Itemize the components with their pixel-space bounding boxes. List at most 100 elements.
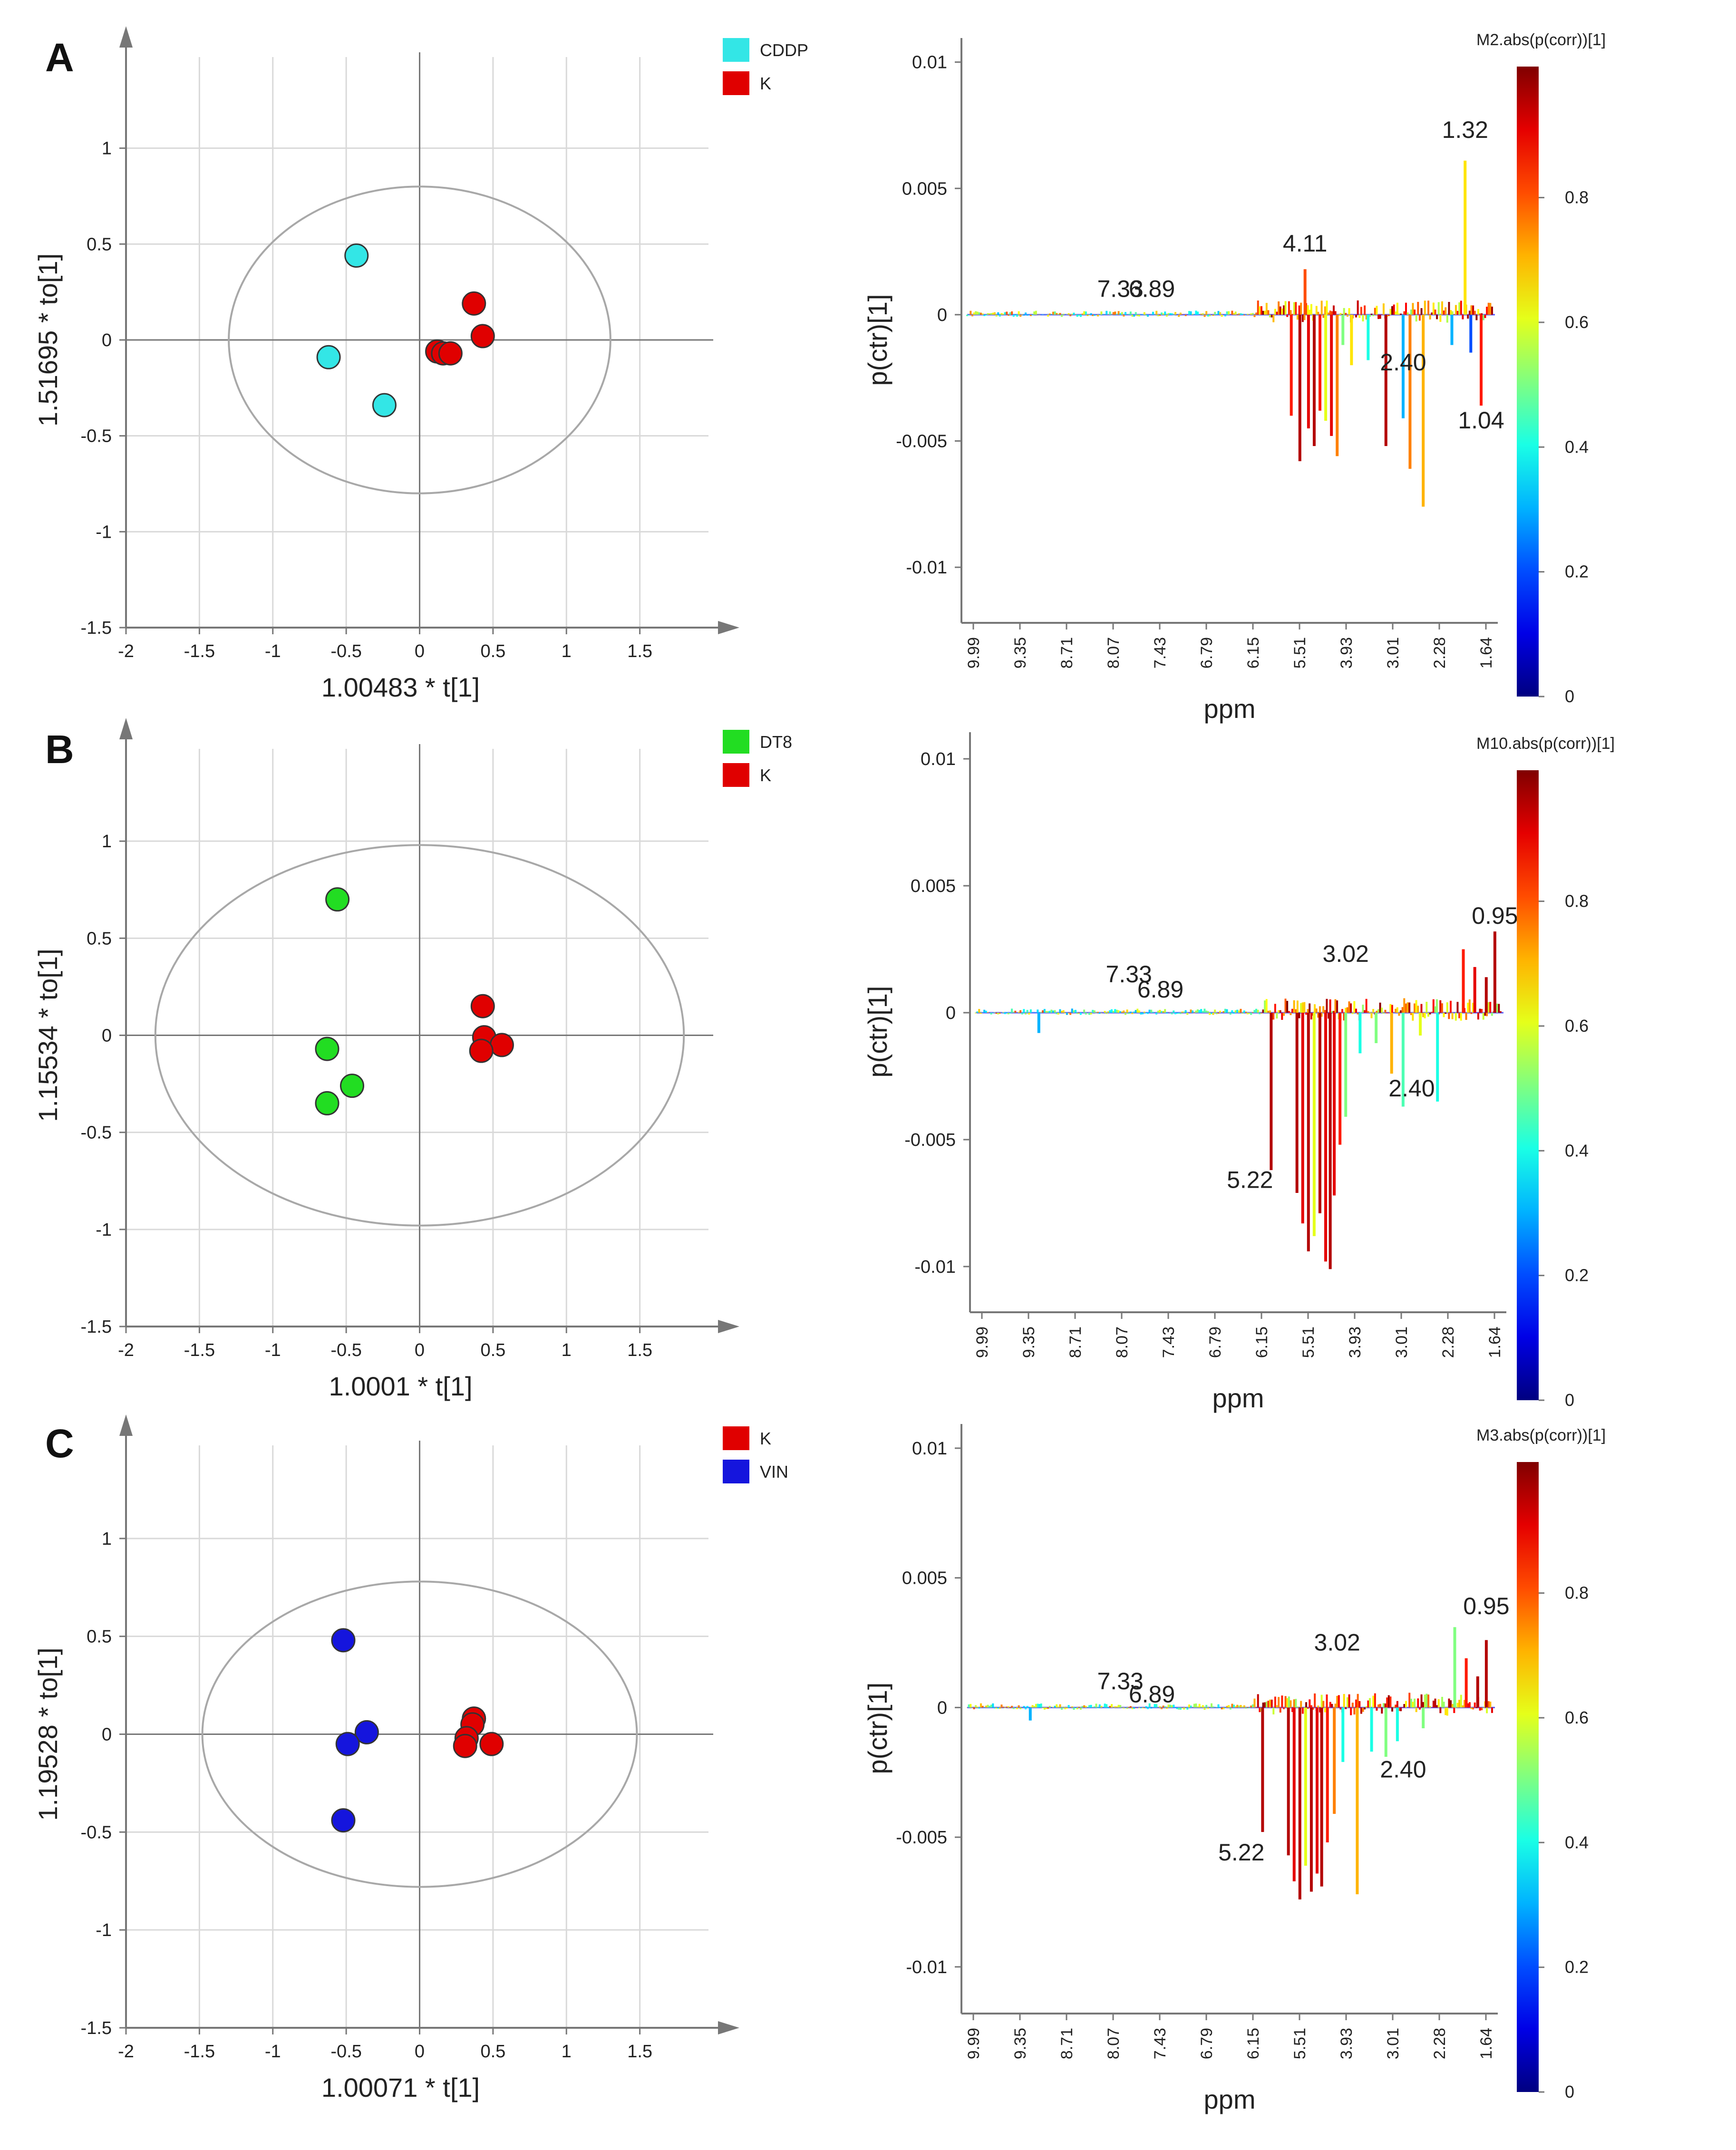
y-tick-label: -0.01 <box>906 1957 947 1977</box>
x-tick-label: 9.99 <box>965 637 983 668</box>
loading-plot-A: -0.01 -0.005 0 0.005 0.01 9.99 9.35 8.71 8.07 7.4… <box>863 31 1606 724</box>
peak-annotation: 5.22 <box>1227 1166 1273 1193</box>
x-axis-arrow <box>718 1320 739 1333</box>
confidence-ellipse <box>201 1580 638 1888</box>
x-tick-label: 1 <box>562 641 572 661</box>
y-tick-label: 0.5 <box>87 929 112 949</box>
x-tick-label: 5.51 <box>1300 1327 1318 1358</box>
y-tick-label: 0 <box>102 1026 112 1046</box>
colorbar-title: M10.abs(p(corr))[1] <box>1476 735 1615 753</box>
x-tick-label: 1.5 <box>627 641 652 661</box>
x-tick-label: 6.79 <box>1198 637 1216 668</box>
y-tick-label: -0.01 <box>906 558 947 578</box>
colorbar-tick-label: 0.6 <box>1565 1016 1589 1036</box>
x-tick-label: 3.01 <box>1384 637 1402 668</box>
data-point-cddp <box>372 393 397 417</box>
x-tick-label: -1.5 <box>184 2042 215 2062</box>
colorbar <box>1517 1462 1539 2092</box>
y-tick-label: -1 <box>96 1920 112 1940</box>
x-axis-title: ppm <box>1212 1383 1264 1413</box>
x-tick-label: 2.28 <box>1431 2028 1449 2059</box>
y-tick-label: -1.5 <box>81 1317 112 1337</box>
x-tick-label: -0.5 <box>330 2042 361 2062</box>
peak-annotation: 3.02 <box>1323 940 1369 967</box>
colorbar-tick-label: 0.8 <box>1565 891 1589 911</box>
x-tick-label: -1 <box>265 2042 281 2062</box>
peak-annotation: 3.02 <box>1314 1629 1360 1656</box>
x-tick-label: 6.15 <box>1253 1327 1271 1358</box>
x-tick-label: -2 <box>118 1340 134 1360</box>
legend-swatch-k <box>723 1426 749 1450</box>
y-tick-label: 0.5 <box>87 1627 112 1647</box>
y-tick-label: 0 <box>102 330 112 350</box>
y-tick-label: 0 <box>102 1725 112 1745</box>
colorbar <box>1517 67 1539 697</box>
y-tick-label: -0.005 <box>896 432 947 452</box>
peak-annotation: 2.40 <box>1380 349 1426 376</box>
x-tick-label: 6.15 <box>1244 2028 1262 2059</box>
x-tick-label: 0 <box>415 1340 425 1360</box>
data-point-vin <box>331 1808 356 1833</box>
score-plot-C: -2 -1.5 -1 -0.5 0 0.5 1 1.5 -1.5 -1 -0.5 0 0.5 1 1.000… <box>33 1414 788 2102</box>
colorbar-tick-label: 0 <box>1565 687 1574 706</box>
x-tick-label: 7.43 <box>1151 637 1169 668</box>
x-tick-label: 2.28 <box>1439 1327 1457 1358</box>
legend-swatch-dt8 <box>723 730 749 754</box>
data-point-k <box>470 994 495 1018</box>
colorbar-tick-label: 0 <box>1565 1390 1574 1410</box>
x-tick-label: 1.5 <box>627 1340 652 1360</box>
peak-annotation: 2.40 <box>1388 1075 1435 1102</box>
x-axis-arrow <box>718 621 739 634</box>
x-tick-label: 0.5 <box>480 1340 505 1360</box>
panel-label-a: A <box>45 35 74 80</box>
data-point-cddp <box>344 243 369 268</box>
x-tick-label: 2.28 <box>1431 637 1449 668</box>
score-plot-B: -2 -1.5 -1 -0.5 0 0.5 1 1.5 -1.5 -1 -0.5 0 0.5 1 1.000… <box>33 718 792 1401</box>
legend-swatch-k <box>723 763 749 787</box>
x-tick-label: 1.64 <box>1486 1327 1504 1358</box>
y-tick-label: 0.01 <box>912 53 947 73</box>
x-tick-label: 8.07 <box>1105 2028 1123 2059</box>
x-tick-label: 0 <box>415 641 425 661</box>
legend-swatch-cddp <box>723 38 749 62</box>
peak-annotation: 5.22 <box>1218 1839 1264 1866</box>
x-tick-label: 8.07 <box>1113 1327 1131 1358</box>
x-tick-label: 3.01 <box>1384 2028 1402 2059</box>
y-tick-label: 0 <box>937 305 947 325</box>
legend-label-vin: VIN <box>760 1462 788 1482</box>
peak-annotation: 1.04 <box>1458 407 1504 434</box>
x-tick-label: 1.5 <box>627 2042 652 2062</box>
y-axis-title: 1.15534 * to[1] <box>33 949 63 1122</box>
data-point-vin <box>354 1720 379 1744</box>
y-tick-label: -0.005 <box>904 1130 956 1150</box>
y-tick-label: -0.005 <box>896 1828 947 1848</box>
x-tick-label: 9.35 <box>1020 1327 1038 1358</box>
y-axis-title: p(ctr)[1] <box>863 294 892 386</box>
x-tick-label: 8.71 <box>1058 637 1076 668</box>
legend-label-k: K <box>760 1429 771 1448</box>
colorbar-tick-label: 0.4 <box>1565 1141 1589 1160</box>
colorbar-tick-label: 0.8 <box>1565 1583 1589 1603</box>
x-tick-label: 9.99 <box>965 2028 983 2059</box>
y-tick-label: 1 <box>102 832 112 852</box>
data-point-k <box>462 291 486 316</box>
colorbar-tick-label: 0.2 <box>1565 1957 1589 1977</box>
x-axis-title: 1.00483 * t[1] <box>321 672 480 702</box>
legend-label-dt8: DT8 <box>760 732 792 752</box>
y-tick-label: 0.005 <box>911 876 956 896</box>
x-tick-label: 1 <box>562 1340 572 1360</box>
peak-annotation: 6.89 <box>1137 976 1183 1003</box>
y-tick-label: 0.005 <box>902 1569 947 1588</box>
y-axis-title: p(ctr)[1] <box>863 1683 892 1774</box>
loading-plot-B: -0.01 -0.005 0 0.005 0.01 9.99 9.35 8.71 8.07 7.4… <box>863 732 1615 1413</box>
colorbar-tick-label: 0.8 <box>1565 188 1589 207</box>
data-point-dt8 <box>315 1036 339 1061</box>
data-point-dt8 <box>339 1074 364 1098</box>
y-tick-label: -0.5 <box>81 1822 112 1842</box>
panel-label-c: C <box>45 1421 74 1466</box>
x-axis-title: 1.00071 * t[1] <box>321 2073 480 2102</box>
confidence-ellipse <box>154 844 685 1227</box>
colorbar-tick-label: 0.4 <box>1565 437 1589 456</box>
legend-swatch-vin <box>723 1460 749 1483</box>
x-tick-label: 9.35 <box>1011 2028 1029 2059</box>
